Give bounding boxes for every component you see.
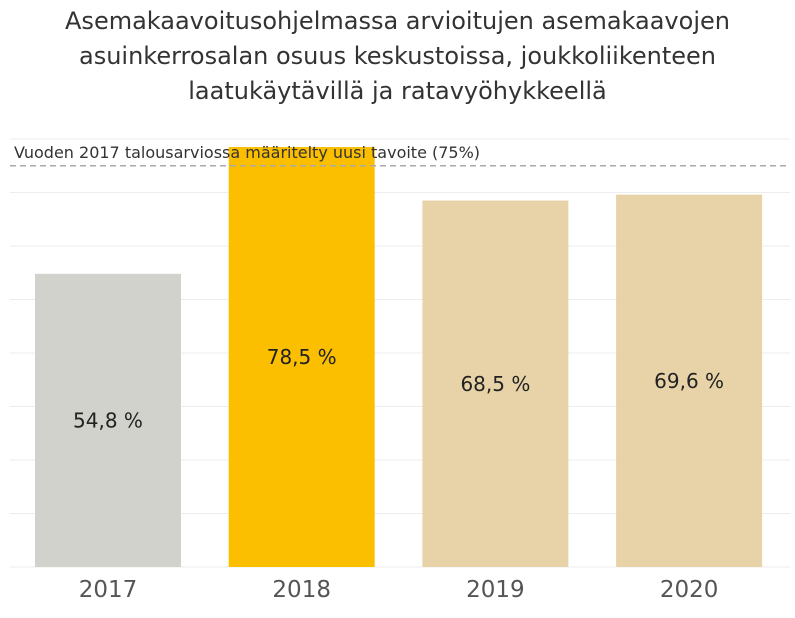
chart-title: Asemakaavoitusohjelmassa arvioitujen ase… [65, 7, 730, 105]
x-tick-label: 2019 [466, 577, 525, 603]
bar-value-label: 54,8 % [73, 408, 143, 432]
bar-value-label: 78,5 % [267, 345, 337, 369]
bar-2018 [228, 147, 375, 567]
x-tick-label: 2020 [660, 577, 719, 603]
bar-2020 [616, 194, 763, 567]
reference-line-group: Vuoden 2017 talousarviossa määritelty uu… [10, 143, 790, 167]
x-tick-label: 2018 [272, 577, 331, 603]
bar-2017 [35, 273, 181, 567]
bar-value-label: 68,5 % [460, 372, 530, 396]
target-line-label: Vuoden 2017 talousarviossa määritelty uu… [14, 143, 480, 162]
bars [35, 147, 763, 567]
labels: 54,8 % 2017 78,5 % 2018 68,5 % 2019 69,6 % 2020 [73, 345, 724, 603]
bar-value-label: 69,6 % [654, 369, 724, 393]
x-tick-label: 2017 [79, 577, 138, 603]
bar-2019 [422, 200, 569, 567]
